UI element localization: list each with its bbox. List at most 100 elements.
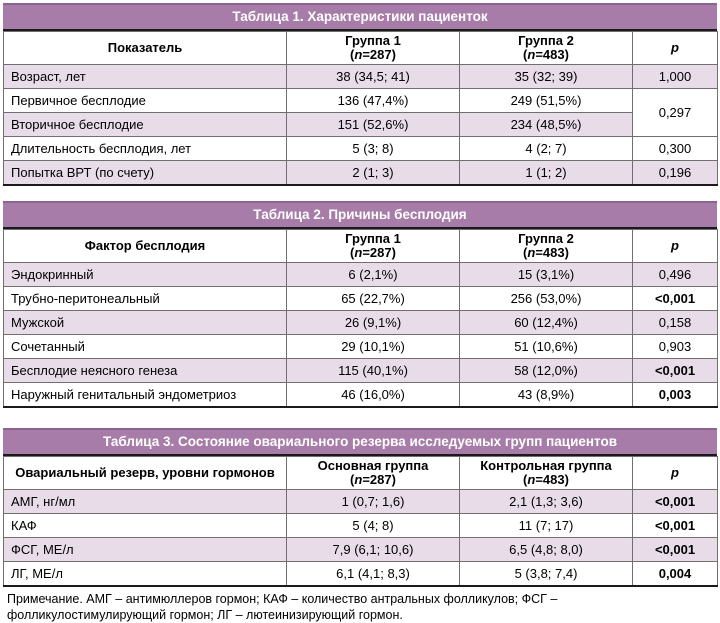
group1-value: 46 (16,0%) xyxy=(286,382,460,408)
group2-value: 249 (51,5%) xyxy=(459,88,633,113)
table-row: КАФ 5 (4; 8) 11 (7; 17) <0,001 xyxy=(3,513,718,538)
group2-value: 51 (10,6%) xyxy=(459,334,633,359)
control-group-value: 5 (3,8; 7,4) xyxy=(459,561,633,587)
main-group-value: 5 (4; 8) xyxy=(286,513,460,538)
control-group-value: 2,1 (1,3; 3,6) xyxy=(459,489,633,514)
table-row: Наружный генитальный эндометриоз 46 (16,… xyxy=(3,382,718,408)
group2-value: 4 (2; 7) xyxy=(459,136,633,161)
column-header-indicator: Показатель xyxy=(3,31,287,65)
table-2-grid: Фактор бесплодия Группа 1 (n=287) Группа… xyxy=(3,229,718,408)
p-value: 0,003 xyxy=(632,382,718,408)
table-row: Сочетанный 29 (10,1%) 51 (10,6%) 0,903 xyxy=(3,334,718,359)
group2-value: 15 (3,1%) xyxy=(459,262,633,287)
group2-value: 1 (1; 2) xyxy=(459,160,633,186)
p-value: 1,000 xyxy=(632,64,718,89)
table-row: ФСГ, МЕ/л 7,9 (6,1; 10,6) 6,5 (4,8; 8,0)… xyxy=(3,537,718,562)
group1-value: 151 (52,6%) xyxy=(286,112,460,137)
p-value: 0,903 xyxy=(632,334,718,359)
table-1-grid: Показатель Группа 1 (n=287) Группа 2 (n=… xyxy=(3,31,718,186)
column-header-group1: Группа 1 (n=287) xyxy=(286,229,460,263)
p-value: <0,001 xyxy=(632,513,718,538)
table-row: Бесплодие неясного генеза 115 (40,1%) 58… xyxy=(3,358,718,383)
group2-value: 234 (48,5%) xyxy=(459,112,633,137)
table-3: Таблица 3. Состояние овариального резерв… xyxy=(3,428,718,587)
column-header-p: p xyxy=(632,229,718,263)
table-1-title: Таблица 1. Характеристики пациенток xyxy=(3,3,717,31)
row-label: Сочетанный xyxy=(3,334,287,359)
table-3-grid: Овариальный резерв, уровни гормонов Осно… xyxy=(3,456,718,587)
row-label: Вторичное бесплодие xyxy=(3,112,287,137)
column-header-control-group: Контрольная группа (n=483) xyxy=(459,456,633,490)
column-header-group2: Группа 2 (n=483) xyxy=(459,229,633,263)
header-row: Показатель Группа 1 (n=287) Группа 2 (n=… xyxy=(3,31,718,65)
row-label: ЛГ, МЕ/л xyxy=(3,561,287,587)
row-label: АМГ, нг/мл xyxy=(3,489,287,514)
group2-value: 43 (8,9%) xyxy=(459,382,633,408)
group1-value: 5 (3; 8) xyxy=(286,136,460,161)
p-value: 0,300 xyxy=(632,136,718,161)
group1-value: 29 (10,1%) xyxy=(286,334,460,359)
column-header-group2: Группа 2 (n=483) xyxy=(459,31,633,65)
p-value: 0,158 xyxy=(632,310,718,335)
column-header-main-group: Основная группа (n=287) xyxy=(286,456,460,490)
header-row: Овариальный резерв, уровни гормонов Осно… xyxy=(3,456,718,490)
p-value: <0,001 xyxy=(632,537,718,562)
table-row: Мужской 26 (9,1%) 60 (12,4%) 0,158 xyxy=(3,310,718,335)
p-value-merged: 0,297 xyxy=(632,88,718,137)
table-footnote: Примечание. АМГ – антимюллеров гормон; К… xyxy=(7,592,558,622)
group1-value: 26 (9,1%) xyxy=(286,310,460,335)
group1-value: 136 (47,4%) xyxy=(286,88,460,113)
group1-value: 38 (34,5; 41) xyxy=(286,64,460,89)
p-value: <0,001 xyxy=(632,489,718,514)
table-row: АМГ, нг/мл 1 (0,7; 1,6) 2,1 (1,3; 3,6) <… xyxy=(3,489,718,514)
control-group-value: 11 (7; 17) xyxy=(459,513,633,538)
row-label: ФСГ, МЕ/л xyxy=(3,537,287,562)
row-label: Трубно-перитонеальный xyxy=(3,286,287,311)
group2-value: 58 (12,0%) xyxy=(459,358,633,383)
row-label: Наружный генитальный эндометриоз xyxy=(3,382,287,408)
table-2: Таблица 2. Причины бесплодия Фактор бесп… xyxy=(3,201,718,408)
header-row: Фактор бесплодия Группа 1 (n=287) Группа… xyxy=(3,229,718,263)
table-2-title: Таблица 2. Причины бесплодия xyxy=(3,201,717,229)
row-label: Попытка ВРТ (по счету) xyxy=(3,160,287,186)
table-row: Первичное бесплодие 136 (47,4%) 249 (51,… xyxy=(3,88,718,137)
p-value: <0,001 xyxy=(632,286,718,311)
control-group-value: 6,5 (4,8; 8,0) xyxy=(459,537,633,562)
table-row: Попытка ВРТ (по счету) 2 (1; 3) 1 (1; 2)… xyxy=(3,160,718,186)
main-group-value: 6,1 (4,1; 8,3) xyxy=(286,561,460,587)
table-1: Таблица 1. Характеристики пациенток Пока… xyxy=(3,3,718,186)
column-header-indicator: Фактор бесплодия xyxy=(3,229,287,263)
table-3-title: Таблица 3. Состояние овариального резерв… xyxy=(3,428,717,456)
row-label: Бесплодие неясного генеза xyxy=(3,358,287,383)
row-label: Первичное бесплодие xyxy=(3,88,287,113)
group2-value: 60 (12,4%) xyxy=(459,310,633,335)
group1-value: 115 (40,1%) xyxy=(286,358,460,383)
column-header-p: p xyxy=(632,31,718,65)
row-label: Возраст, лет xyxy=(3,64,287,89)
main-group-value: 7,9 (6,1; 10,6) xyxy=(286,537,460,562)
column-header-indicator: Овариальный резерв, уровни гормонов xyxy=(3,456,287,490)
column-header-p: p xyxy=(632,456,718,490)
table-row: Возраст, лет 38 (34,5; 41) 35 (32; 39) 1… xyxy=(3,64,718,89)
group1-value: 6 (2,1%) xyxy=(286,262,460,287)
p-value: 0,004 xyxy=(632,561,718,587)
group2-value: 256 (53,0%) xyxy=(459,286,633,311)
table-row: Длительность бесплодия, лет 5 (3; 8) 4 (… xyxy=(3,136,718,161)
main-group-value: 1 (0,7; 1,6) xyxy=(286,489,460,514)
row-label: КАФ xyxy=(3,513,287,538)
table-row: ЛГ, МЕ/л 6,1 (4,1; 8,3) 5 (3,8; 7,4) 0,0… xyxy=(3,561,718,587)
group1-value: 2 (1; 3) xyxy=(286,160,460,186)
row-label: Эндокринный xyxy=(3,262,287,287)
table-row: Вторичное бесплодие 151 (52,6%) 234 (48,… xyxy=(3,112,718,137)
group2-value: 35 (32; 39) xyxy=(459,64,633,89)
column-header-group1: Группа 1 (n=287) xyxy=(286,31,460,65)
p-value: <0,001 xyxy=(632,358,718,383)
row-label: Длительность бесплодия, лет xyxy=(3,136,287,161)
p-value: 0,196 xyxy=(632,160,718,186)
row-label: Мужской xyxy=(3,310,287,335)
table-row: Трубно-перитонеальный 65 (22,7%) 256 (53… xyxy=(3,286,718,311)
table-row: Эндокринный 6 (2,1%) 15 (3,1%) 0,496 xyxy=(3,262,718,287)
group1-value: 65 (22,7%) xyxy=(286,286,460,311)
p-value: 0,496 xyxy=(632,262,718,287)
